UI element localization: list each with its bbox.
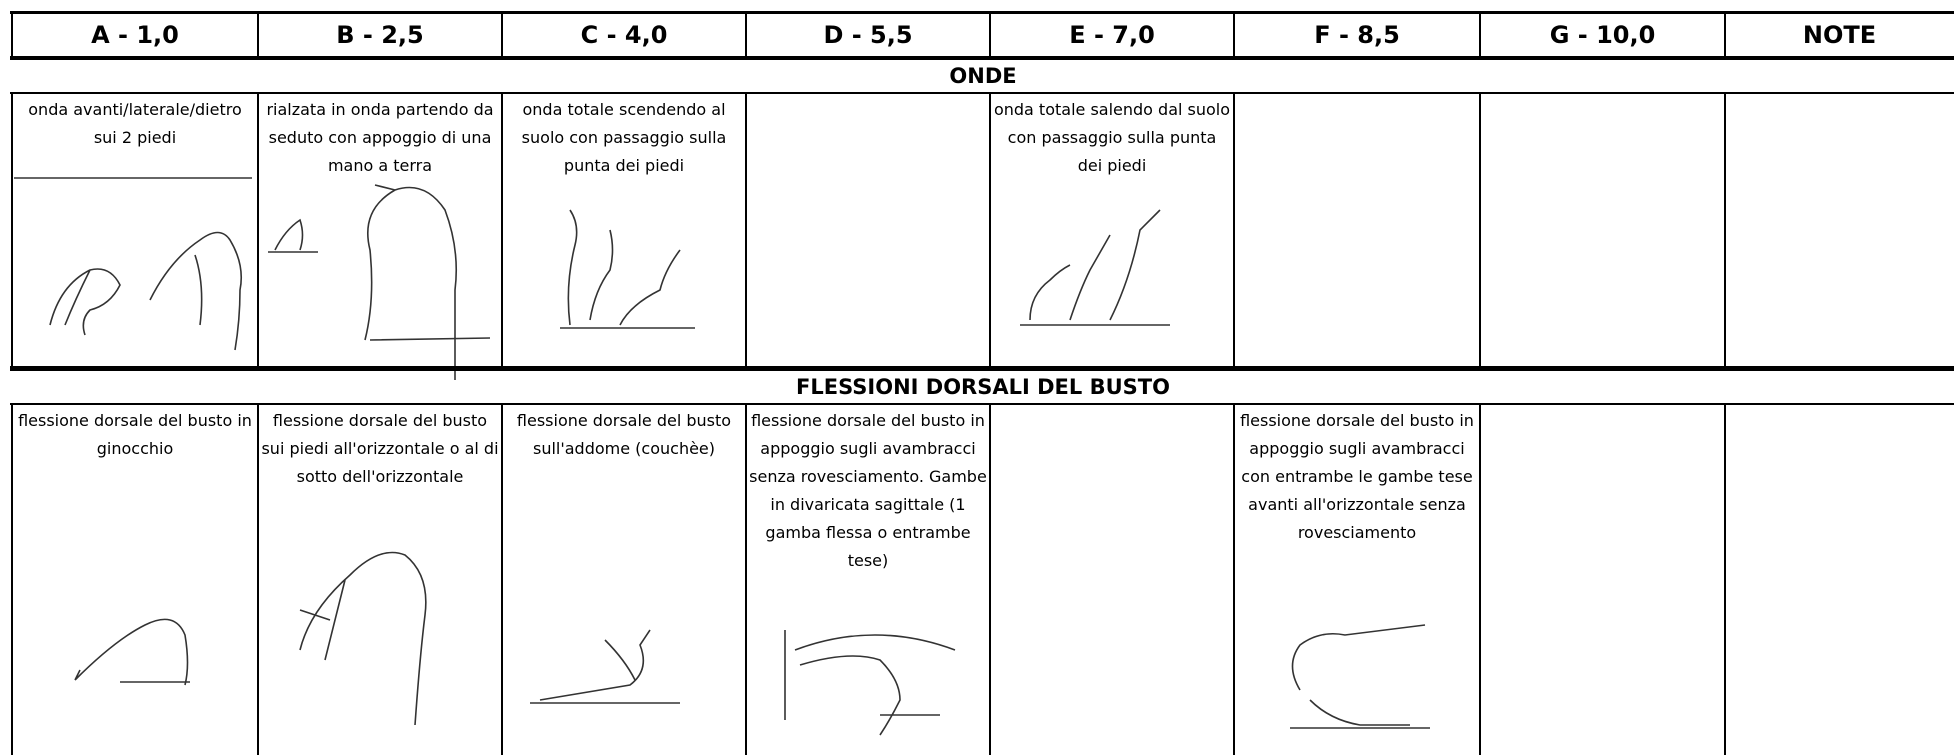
section-title: ONDE (949, 64, 1017, 88)
border (989, 403, 991, 755)
border (1479, 12, 1481, 58)
border (989, 92, 991, 366)
border (257, 12, 259, 58)
border (11, 403, 13, 755)
border (989, 12, 991, 58)
cell-text: flessione dorsale del busto in appoggio … (1240, 411, 1474, 542)
rule (10, 366, 1954, 371)
figure (530, 629, 680, 704)
figure (74, 618, 190, 686)
rule (10, 92, 1954, 94)
cell-text: onda avanti/laterale/dietro sui 2 piedi (28, 100, 242, 147)
column-header: F - 8,5 (1314, 21, 1400, 49)
figure (784, 630, 956, 736)
figure (299, 551, 427, 726)
rule (10, 11, 1954, 14)
rule (10, 403, 1954, 405)
border (1479, 92, 1481, 366)
border (1479, 403, 1481, 755)
border (257, 403, 259, 755)
cell-text: flessione dorsale del busto sull'addome … (516, 411, 732, 458)
border (257, 92, 259, 366)
column-header: C - 4,0 (580, 21, 668, 49)
border (745, 12, 747, 58)
cell-text: flessione dorsale del busto in ginocchio (18, 411, 252, 458)
border (1724, 92, 1726, 366)
cell-text: flessione dorsale del busto sui piedi al… (261, 411, 499, 486)
figure (560, 209, 695, 329)
figure (1290, 624, 1430, 729)
column-header: A - 1,0 (91, 21, 179, 49)
column-header: B - 2,5 (336, 21, 424, 49)
column-header: D - 5,5 (823, 21, 913, 49)
rule (10, 56, 1954, 60)
cell-text: rialzata in onda partendo da seduto con … (266, 100, 494, 175)
cell-text: onda totale salendo dal suolo con passag… (993, 100, 1231, 175)
border (745, 92, 747, 366)
border (11, 12, 13, 58)
border (501, 403, 503, 755)
figure (1020, 209, 1170, 326)
figure (268, 184, 491, 380)
cell-text: onda totale scendendo al suolo con passa… (521, 100, 727, 175)
border (1724, 403, 1726, 755)
border (745, 403, 747, 755)
border (1233, 12, 1235, 58)
column-header: E - 7,0 (1069, 21, 1155, 49)
figure (49, 231, 243, 351)
cell-text: flessione dorsale del busto in appoggio … (749, 411, 987, 570)
border (1724, 12, 1726, 58)
border (1233, 92, 1235, 366)
border (1233, 403, 1235, 755)
column-header: NOTE (1802, 21, 1877, 49)
column-header: G - 10,0 (1549, 21, 1656, 49)
border (11, 92, 13, 366)
section-title: FLESSIONI DORSALI DEL BUSTO (796, 375, 1170, 399)
border (501, 92, 503, 366)
border (501, 12, 503, 58)
